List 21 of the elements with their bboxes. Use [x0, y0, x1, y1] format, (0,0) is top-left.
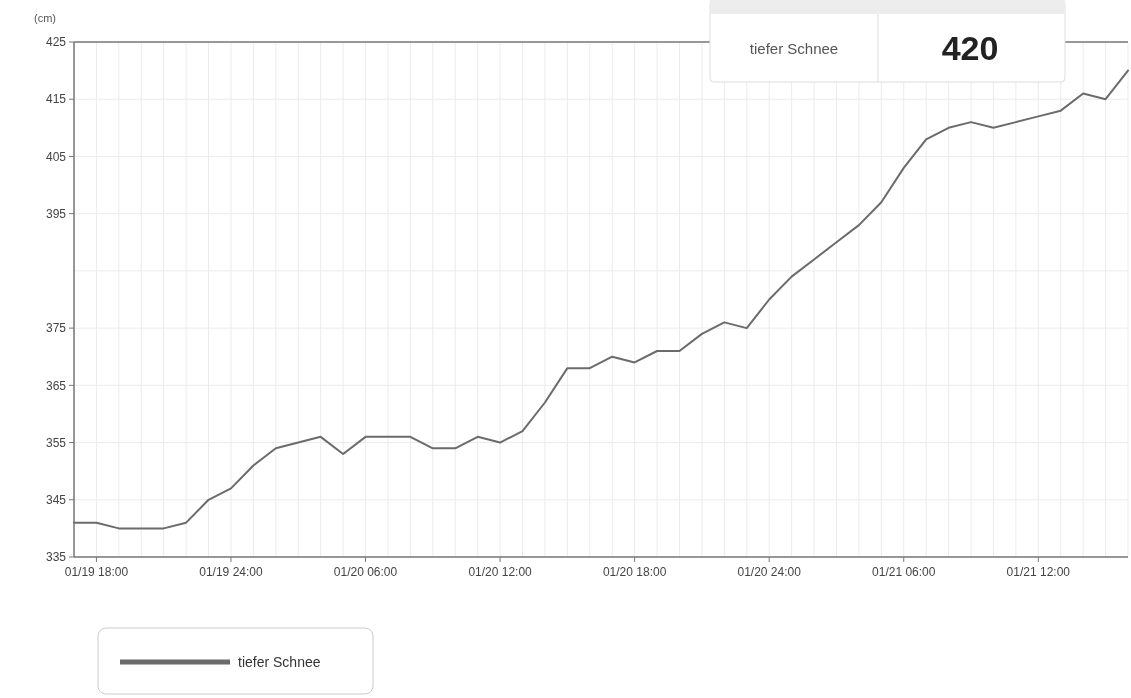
y-tick-label: 405 — [45, 149, 67, 164]
y-tick-label: 415 — [45, 92, 67, 107]
x-tick-label: 01/21 06:00 — [872, 565, 936, 579]
y-tick-label: 425 — [45, 35, 67, 50]
x-tick-label: 01/19 24:00 — [199, 565, 263, 579]
y-axis-title: (cm) — [34, 12, 56, 24]
y-tick-label: 355 — [45, 435, 67, 450]
x-tick-label: 01/20 06:00 — [333, 565, 398, 579]
x-tick-label: 01/19 18:00 — [64, 565, 129, 579]
x-tick-label: 01/20 24:00 — [737, 565, 802, 579]
y-tick-label: 375 — [45, 321, 67, 336]
x-tick-label: 01/21 12:00 — [1006, 565, 1071, 579]
text: tiefer Schnee — [238, 653, 321, 670]
y-tick-label: 365 — [45, 378, 67, 393]
x-tick-label: 01/20 12:00 — [468, 565, 533, 579]
annotation: tiefer Schnee — [749, 40, 839, 57]
y-tick-label: 335 — [45, 550, 67, 565]
annotation: 420 — [941, 29, 999, 67]
x-tick-label: 01/20 18:00 — [602, 565, 667, 579]
y-tick-label: 395 — [45, 206, 67, 221]
y-tick-label: 345 — [45, 492, 67, 507]
